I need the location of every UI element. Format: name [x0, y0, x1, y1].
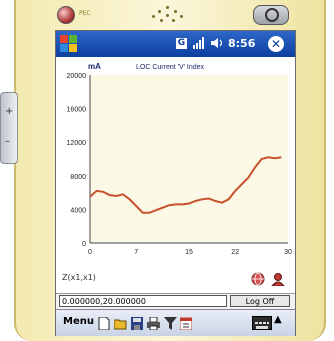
- y-tick-label: 8000: [70, 174, 86, 181]
- led-label: PEC: [79, 10, 91, 17]
- formula-label: Z(x1,x1): [62, 273, 96, 282]
- x-tick-label: 7: [134, 249, 138, 256]
- calendar-icon[interactable]: [180, 315, 192, 328]
- g-status-icon[interactable]: G: [176, 38, 187, 49]
- y-tick-label: 20000: [67, 73, 87, 80]
- device-screen: G 8:56 ✕ mA LOC Current 'V' Index 0 4000 8…: [55, 30, 296, 336]
- keyboard-icon[interactable]: [252, 316, 272, 330]
- close-button[interactable]: ✕: [268, 36, 284, 52]
- open-folder-icon[interactable]: [114, 315, 126, 328]
- plot-background: [90, 75, 288, 243]
- current-chart: mA LOC Current 'V' Index 0 4000 8000 12000 1…: [56, 57, 295, 271]
- user-icon[interactable]: [271, 271, 285, 285]
- record-led-icon[interactable]: [57, 6, 75, 24]
- filter-icon[interactable]: [164, 315, 176, 328]
- x-tick-label: 30: [284, 249, 292, 256]
- volume-icon[interactable]: [211, 37, 225, 52]
- x-tick-label: 0: [88, 249, 92, 256]
- chart-title: LOC Current 'V' Index: [136, 64, 205, 71]
- chart-ylabel: mA: [88, 62, 101, 71]
- zoom-out-icon[interactable]: –: [5, 137, 10, 147]
- y-tick-label: 0: [82, 241, 86, 248]
- side-zoom-buttons[interactable]: + –: [0, 92, 18, 164]
- y-tick-label: 16000: [67, 107, 87, 114]
- x-tick-label: 15: [185, 249, 193, 256]
- x-tick-label: 22: [231, 249, 239, 256]
- windows-start-icon[interactable]: [60, 35, 78, 53]
- zoom-in-icon[interactable]: +: [5, 107, 13, 117]
- y-tick-label: 4000: [70, 207, 86, 214]
- y-tick-label: 12000: [67, 140, 87, 147]
- menu-button[interactable]: Menu: [63, 316, 94, 327]
- speaker-grille-icon: [148, 6, 186, 24]
- power-icon: [265, 8, 279, 22]
- signal-icon[interactable]: [193, 37, 207, 52]
- print-icon[interactable]: [147, 315, 159, 328]
- log-off-button[interactable]: Log Off: [230, 295, 290, 307]
- save-icon[interactable]: [131, 315, 143, 328]
- status-bar: 0.000000,20.000000 Log Off: [56, 293, 295, 309]
- clock-time[interactable]: 8:56: [228, 37, 255, 50]
- menu-bar: Menu ▲: [56, 309, 295, 336]
- new-doc-icon[interactable]: [98, 315, 110, 328]
- input-panel-arrow-button[interactable]: ▲: [274, 314, 282, 325]
- power-button[interactable]: [253, 5, 289, 25]
- title-bar: G 8:56 ✕: [56, 31, 295, 57]
- globe-icon[interactable]: [251, 271, 265, 285]
- coordinate-readout: 0.000000,20.000000: [59, 295, 227, 307]
